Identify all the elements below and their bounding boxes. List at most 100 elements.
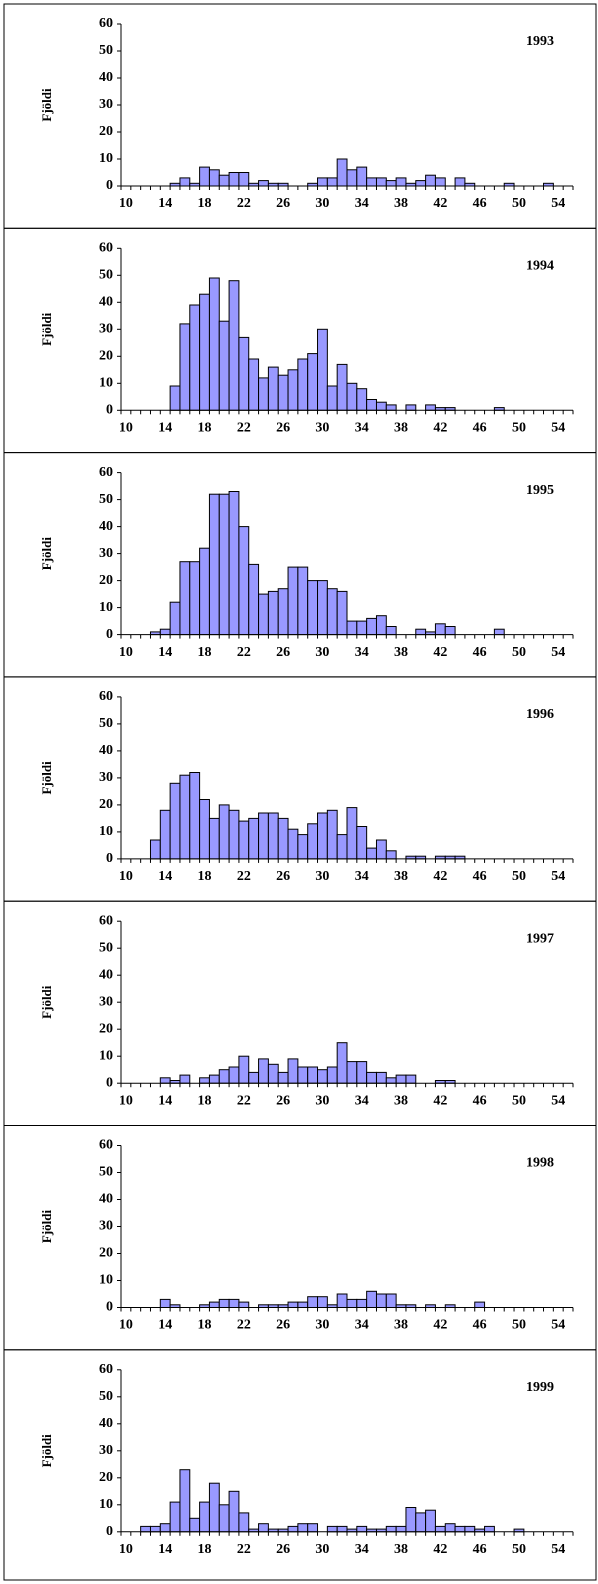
bar	[326, 809, 338, 860]
y-tick-label: 50	[99, 1165, 113, 1180]
bar	[218, 174, 230, 187]
bar	[149, 839, 161, 860]
bar	[375, 839, 387, 860]
y-tick-label: 40	[99, 1416, 113, 1431]
bar	[375, 401, 387, 411]
bar	[267, 590, 279, 636]
bar	[326, 177, 338, 187]
bar	[356, 166, 368, 187]
bar	[199, 1077, 210, 1084]
bar	[218, 1504, 230, 1533]
bar	[218, 1298, 230, 1309]
bar	[356, 388, 368, 411]
panel-border	[3, 452, 597, 678]
y-tick-label: 10	[99, 151, 113, 166]
bar	[434, 1525, 446, 1533]
panel-border	[3, 1125, 597, 1351]
x-tick-label: 26	[276, 645, 290, 660]
x-tick-label: 26	[276, 1318, 290, 1333]
bar	[356, 1061, 368, 1084]
bar	[248, 358, 260, 411]
x-tick-label: 30	[315, 421, 329, 436]
x-tick-label: 54	[551, 421, 565, 436]
x-tick-label: 38	[394, 869, 408, 884]
y-tick-label: 30	[99, 546, 113, 561]
x-tick-label: 50	[512, 1542, 526, 1557]
bar	[140, 1525, 151, 1533]
year-label: 1993	[526, 34, 554, 49]
x-tick-label: 46	[473, 421, 487, 436]
bar	[287, 1058, 299, 1084]
bar	[179, 177, 191, 187]
bar	[179, 323, 191, 411]
bar	[336, 1293, 348, 1308]
bar	[267, 366, 279, 411]
bar	[238, 336, 250, 411]
bar	[287, 369, 299, 411]
bar	[297, 1523, 309, 1533]
bar	[208, 1074, 220, 1084]
year-label: 1998	[526, 1156, 554, 1171]
bar	[307, 353, 319, 411]
x-tick-label: 10	[119, 1093, 133, 1108]
bar	[366, 1071, 377, 1084]
bar	[405, 404, 417, 411]
bar	[159, 809, 171, 860]
x-tick-label: 46	[473, 1318, 487, 1333]
x-tick-label: 50	[512, 196, 526, 211]
bar	[366, 617, 377, 636]
bar	[179, 1074, 191, 1084]
bar	[179, 561, 191, 636]
bar	[238, 1512, 250, 1533]
bar	[326, 1525, 338, 1533]
bar	[169, 601, 181, 636]
bar	[454, 1525, 466, 1533]
y-tick-label: 30	[99, 770, 113, 785]
x-tick-label: 22	[237, 1093, 251, 1108]
x-tick-label: 10	[119, 1542, 133, 1557]
bar	[336, 834, 348, 860]
x-tick-label: 18	[198, 196, 212, 211]
bar	[405, 1074, 417, 1084]
bar	[199, 166, 210, 187]
bar	[317, 580, 328, 636]
y-tick-label: 10	[99, 376, 113, 391]
y-tick-label: 50	[99, 716, 113, 731]
y-tick-label: 40	[99, 967, 113, 982]
bar	[287, 828, 299, 860]
bar	[179, 774, 191, 860]
y-tick-label: 60	[99, 1138, 113, 1153]
bar	[258, 180, 269, 187]
x-tick-label: 50	[512, 645, 526, 660]
panel-border	[3, 1349, 597, 1581]
bar	[238, 172, 250, 187]
y-tick-label: 30	[99, 97, 113, 112]
x-tick-label: 10	[119, 421, 133, 436]
x-tick-label: 34	[355, 1542, 369, 1557]
bar	[267, 812, 279, 860]
bar	[346, 807, 358, 860]
x-tick-label: 14	[158, 645, 172, 660]
bar	[238, 1301, 250, 1308]
bar	[258, 1058, 269, 1084]
bar	[169, 385, 181, 411]
bar	[454, 177, 466, 187]
bar	[169, 782, 181, 860]
y-tick-label: 20	[99, 349, 113, 364]
bar	[199, 799, 210, 860]
bar	[326, 588, 338, 636]
y-tick-label: 30	[99, 322, 113, 337]
bar	[208, 277, 220, 411]
bar	[326, 1066, 338, 1084]
x-tick-label: 34	[355, 1318, 369, 1333]
y-tick-label: 40	[99, 70, 113, 85]
bar	[307, 1066, 319, 1084]
bar	[346, 382, 358, 411]
bar	[159, 1077, 171, 1084]
y-tick-label: 0	[106, 1524, 113, 1539]
bar	[346, 169, 358, 187]
y-tick-label: 50	[99, 492, 113, 507]
x-tick-label: 54	[551, 1318, 565, 1333]
bar	[228, 809, 240, 860]
bar	[169, 1501, 181, 1533]
